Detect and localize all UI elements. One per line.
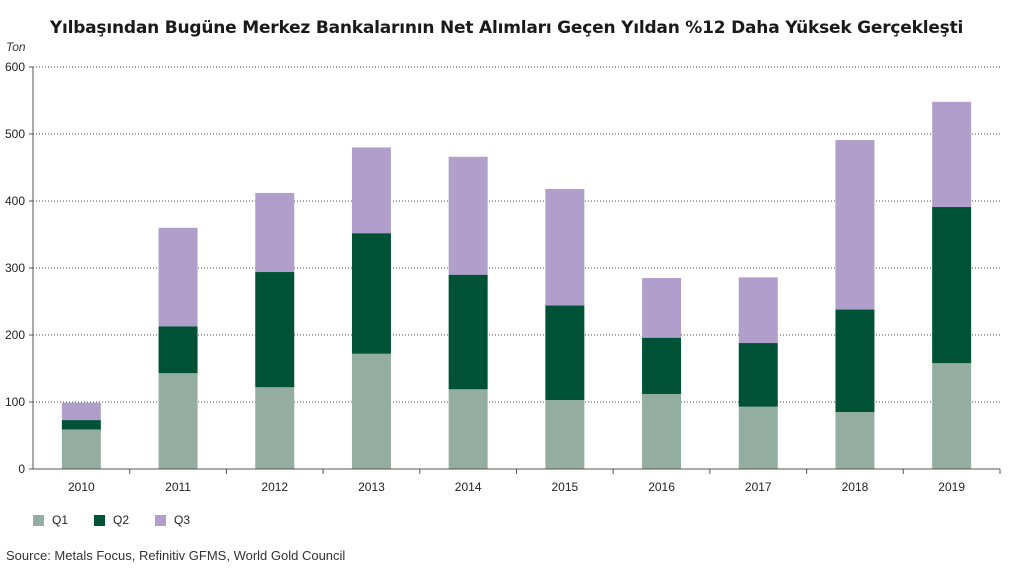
y-tick-label: 0 bbox=[18, 462, 25, 476]
y-tick-label: 600 bbox=[5, 60, 25, 74]
bar-q1-2017 bbox=[738, 406, 778, 469]
bar-q3-2010 bbox=[61, 402, 101, 421]
bar-q2-2017 bbox=[738, 343, 778, 407]
source-note: Source: Metals Focus, Refinitiv GFMS, Wo… bbox=[6, 548, 346, 563]
legend-label-q3: Q3 bbox=[174, 513, 191, 527]
bar-q2-2014 bbox=[448, 274, 488, 390]
x-tick-label: 2018 bbox=[842, 480, 869, 494]
bar-q2-2012 bbox=[255, 272, 295, 388]
bar-q1-2019 bbox=[932, 363, 972, 469]
bar-q1-2010 bbox=[61, 429, 101, 469]
legend-label-q1: Q1 bbox=[52, 513, 69, 527]
bar-q2-2015 bbox=[545, 305, 585, 400]
chart-title: Yılbaşından Bugüne Merkez Bankalarının N… bbox=[49, 18, 964, 38]
y-tick-label: 200 bbox=[5, 328, 25, 342]
bar-q2-2011 bbox=[158, 326, 198, 374]
legend: Q1 Q2 Q3 bbox=[33, 513, 190, 527]
bar-q2-2013 bbox=[351, 233, 391, 354]
bar-q3-2011 bbox=[158, 227, 198, 327]
legend-swatch-q1 bbox=[33, 514, 44, 526]
bar-q3-2017 bbox=[738, 277, 778, 344]
x-tick-label: 2011 bbox=[165, 480, 191, 494]
x-tick-label: 2012 bbox=[261, 480, 288, 494]
legend-swatch-q2 bbox=[94, 514, 106, 526]
y-tick-label: 100 bbox=[5, 395, 25, 409]
bar-q2-2018 bbox=[835, 309, 875, 413]
x-tick-label: 2013 bbox=[358, 480, 385, 494]
legend-swatch-q3 bbox=[155, 514, 167, 526]
y-tick-label: 300 bbox=[5, 261, 25, 275]
x-tick-label: 2017 bbox=[745, 480, 772, 494]
bar-q3-2019 bbox=[932, 101, 972, 208]
bar-q2-2010 bbox=[61, 420, 101, 430]
x-tick-label: 2014 bbox=[455, 480, 482, 494]
bar-q2-2019 bbox=[932, 207, 972, 364]
bar-q1-2013 bbox=[351, 353, 391, 469]
y-axis-label: Ton bbox=[6, 40, 26, 54]
bar-q1-2014 bbox=[448, 389, 488, 469]
bar-q1-2012 bbox=[255, 387, 295, 469]
y-tick-label: 400 bbox=[5, 194, 25, 208]
bar-q3-2014 bbox=[448, 156, 488, 275]
x-tick-label: 2019 bbox=[938, 480, 965, 494]
legend-label-q2: Q2 bbox=[113, 513, 130, 527]
legend-item-q2: Q2 bbox=[94, 513, 129, 527]
bar-q1-2016 bbox=[642, 393, 682, 469]
x-tick-label: 2010 bbox=[68, 480, 95, 494]
bar-q3-2018 bbox=[835, 140, 875, 310]
bar-q3-2012 bbox=[255, 192, 295, 273]
bar-q2-2016 bbox=[642, 337, 682, 394]
x-tick-label: 2015 bbox=[551, 480, 578, 494]
bar-q3-2016 bbox=[642, 278, 682, 338]
bar-q3-2015 bbox=[545, 188, 585, 306]
legend-item-q3: Q3 bbox=[155, 513, 190, 527]
y-tick-label: 500 bbox=[5, 127, 25, 141]
bar-q1-2011 bbox=[158, 373, 198, 469]
bar-q1-2015 bbox=[545, 399, 585, 469]
legend-item-q1: Q1 bbox=[33, 513, 68, 527]
bar-q3-2013 bbox=[351, 147, 391, 234]
bar-q1-2018 bbox=[835, 412, 875, 469]
x-tick-label: 2016 bbox=[648, 480, 675, 494]
